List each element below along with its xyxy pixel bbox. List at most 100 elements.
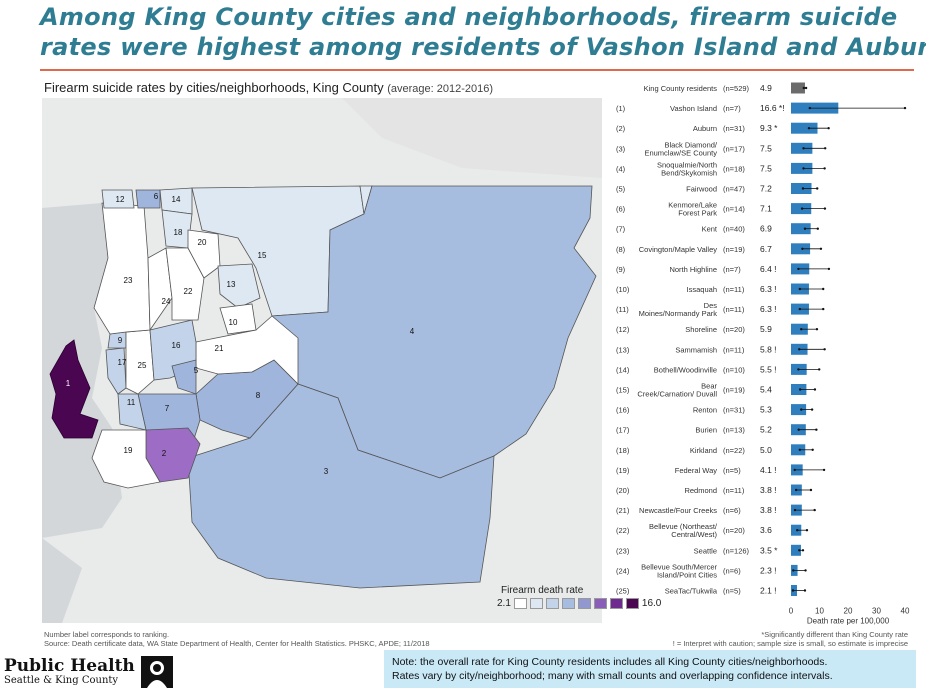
map-label-18: 18 bbox=[174, 228, 183, 237]
row-count: (n=17) bbox=[723, 144, 745, 153]
ci-low-point bbox=[800, 207, 804, 210]
ci-high-point bbox=[801, 549, 805, 552]
logo-line2: Seattle & King County bbox=[4, 675, 119, 686]
ci-high-point bbox=[803, 589, 807, 592]
x-tick-label: 10 bbox=[815, 607, 824, 616]
row-value-label: 3.8 ! bbox=[760, 485, 777, 495]
map-label-1: 1 bbox=[66, 379, 71, 388]
ci-high-point bbox=[822, 287, 825, 291]
row-count: (n=19) bbox=[723, 245, 745, 254]
map-label-20: 20 bbox=[198, 238, 207, 247]
row-value-label: 3.6 bbox=[760, 525, 772, 535]
ci-high-point bbox=[827, 267, 831, 271]
region-12 bbox=[101, 189, 135, 209]
region-6 bbox=[135, 189, 161, 209]
map-label-5: 5 bbox=[194, 366, 199, 375]
legend-swatch-5 bbox=[577, 598, 591, 609]
ci-low-point bbox=[801, 247, 804, 250]
row-name: Fairwood bbox=[686, 185, 717, 194]
ci-low-point bbox=[801, 187, 805, 190]
row-rank: (9) bbox=[616, 265, 626, 274]
legend-min: 2.1 bbox=[497, 598, 511, 609]
row-count: (n=10) bbox=[723, 365, 745, 374]
row-rank: (12) bbox=[616, 325, 630, 334]
ci-low-point bbox=[793, 508, 797, 512]
ci-low-point bbox=[791, 589, 795, 592]
row-rank: (5) bbox=[616, 185, 626, 194]
row-count: (n=6) bbox=[723, 506, 741, 515]
map-label-19: 19 bbox=[124, 446, 133, 455]
row-name-line2: Island/Point Cities bbox=[657, 570, 717, 579]
king-county-map: 1 2 3 4 5 6 7 8 9 10 11 12 13 14 15 16 1… bbox=[42, 98, 602, 623]
row-name: Snoqualmie/North bbox=[657, 160, 717, 169]
title-divider bbox=[40, 69, 914, 71]
row-name: Sammamish bbox=[675, 345, 717, 354]
ci-low-point bbox=[798, 348, 801, 351]
ci-low-point bbox=[800, 408, 803, 411]
row-rank: (4) bbox=[616, 164, 626, 173]
ci-high-point bbox=[804, 86, 808, 90]
map-label-12: 12 bbox=[116, 195, 125, 204]
row-name: Federal Way bbox=[675, 466, 717, 475]
slide-title-line2: rates were highest among residents of Va… bbox=[40, 33, 926, 61]
ci-high-point bbox=[805, 529, 809, 532]
row-count: (n=19) bbox=[723, 386, 745, 395]
row-rank: (21) bbox=[616, 506, 630, 515]
ci-high-point bbox=[815, 428, 818, 431]
map-label-3: 3 bbox=[324, 467, 329, 476]
legend-title: Firearm death rate bbox=[501, 585, 584, 596]
chart-notes: *Significantly different than King Count… bbox=[673, 630, 908, 648]
rate-bar-chart: King County residents (n=529) 4.9 (1) Vashon… bbox=[616, 82, 910, 626]
map-label-23: 23 bbox=[124, 276, 133, 285]
footnote-line1: Number label corresponds to ranking. bbox=[44, 630, 170, 639]
footnotes: Number label corresponds to ranking. Sou… bbox=[44, 630, 430, 648]
row-count: (n=529) bbox=[723, 84, 750, 93]
ci-low-point bbox=[800, 328, 803, 331]
row-value-label: 3.8 ! bbox=[760, 505, 777, 515]
row-name: King County residents bbox=[644, 84, 718, 93]
row-rank: (14) bbox=[616, 365, 630, 374]
row-value-label: 5.0 bbox=[760, 445, 772, 455]
row-rank: (24) bbox=[616, 566, 630, 575]
bar bbox=[791, 544, 801, 556]
row-name-line2: Creek/Carnation/ Duvall bbox=[637, 390, 717, 399]
ci-low-point bbox=[798, 287, 802, 291]
row-name-line2: Enumclaw/SE County bbox=[644, 148, 717, 157]
ci-low-point bbox=[794, 488, 798, 492]
row-count: (n=18) bbox=[723, 164, 745, 173]
row-name-line2: Forest Park bbox=[678, 209, 717, 218]
row-name: Shoreline bbox=[685, 325, 717, 334]
row-count: (n=11) bbox=[723, 345, 745, 354]
region-11 bbox=[117, 393, 147, 431]
ci-high-point bbox=[822, 307, 825, 311]
row-name: Bellevue (Northeast/ bbox=[649, 522, 718, 531]
bar bbox=[791, 404, 807, 416]
ci-high-point bbox=[813, 388, 817, 391]
row-name: Newcastle/Four Creeks bbox=[639, 506, 717, 515]
ci-high-point bbox=[822, 468, 826, 472]
map-label-2: 2 bbox=[162, 449, 167, 458]
row-value-label: 9.3 * bbox=[760, 123, 778, 133]
ci-high-point bbox=[815, 328, 819, 331]
bar bbox=[791, 323, 808, 335]
row-name: Issaquah bbox=[687, 285, 717, 294]
row-value-label: 4.9 bbox=[760, 83, 772, 93]
ci-low-point bbox=[798, 549, 801, 552]
region-19 bbox=[91, 429, 161, 489]
row-value-label: 6.3 ! bbox=[760, 284, 777, 294]
caution-note: ! = Interpret with caution; sample size … bbox=[672, 639, 908, 648]
row-rank: (7) bbox=[616, 225, 626, 234]
map-label-15: 15 bbox=[258, 251, 267, 260]
legend-swatch-4 bbox=[561, 598, 575, 609]
row-value-label: 4.1 ! bbox=[760, 465, 777, 475]
note-line1: Note: the overall rate for King County r… bbox=[392, 656, 828, 668]
ci-low-point bbox=[807, 127, 811, 130]
map-label-10: 10 bbox=[229, 318, 238, 327]
row-rank: (16) bbox=[616, 406, 630, 415]
ci-high-point bbox=[819, 247, 823, 250]
row-count: (n=31) bbox=[723, 124, 745, 133]
x-axis-label: Death rate per 100,000 bbox=[807, 617, 890, 626]
region-13 bbox=[217, 263, 261, 309]
public-health-logo: Public Health Seattle & King County bbox=[4, 656, 173, 688]
ci-low-point bbox=[797, 428, 800, 431]
